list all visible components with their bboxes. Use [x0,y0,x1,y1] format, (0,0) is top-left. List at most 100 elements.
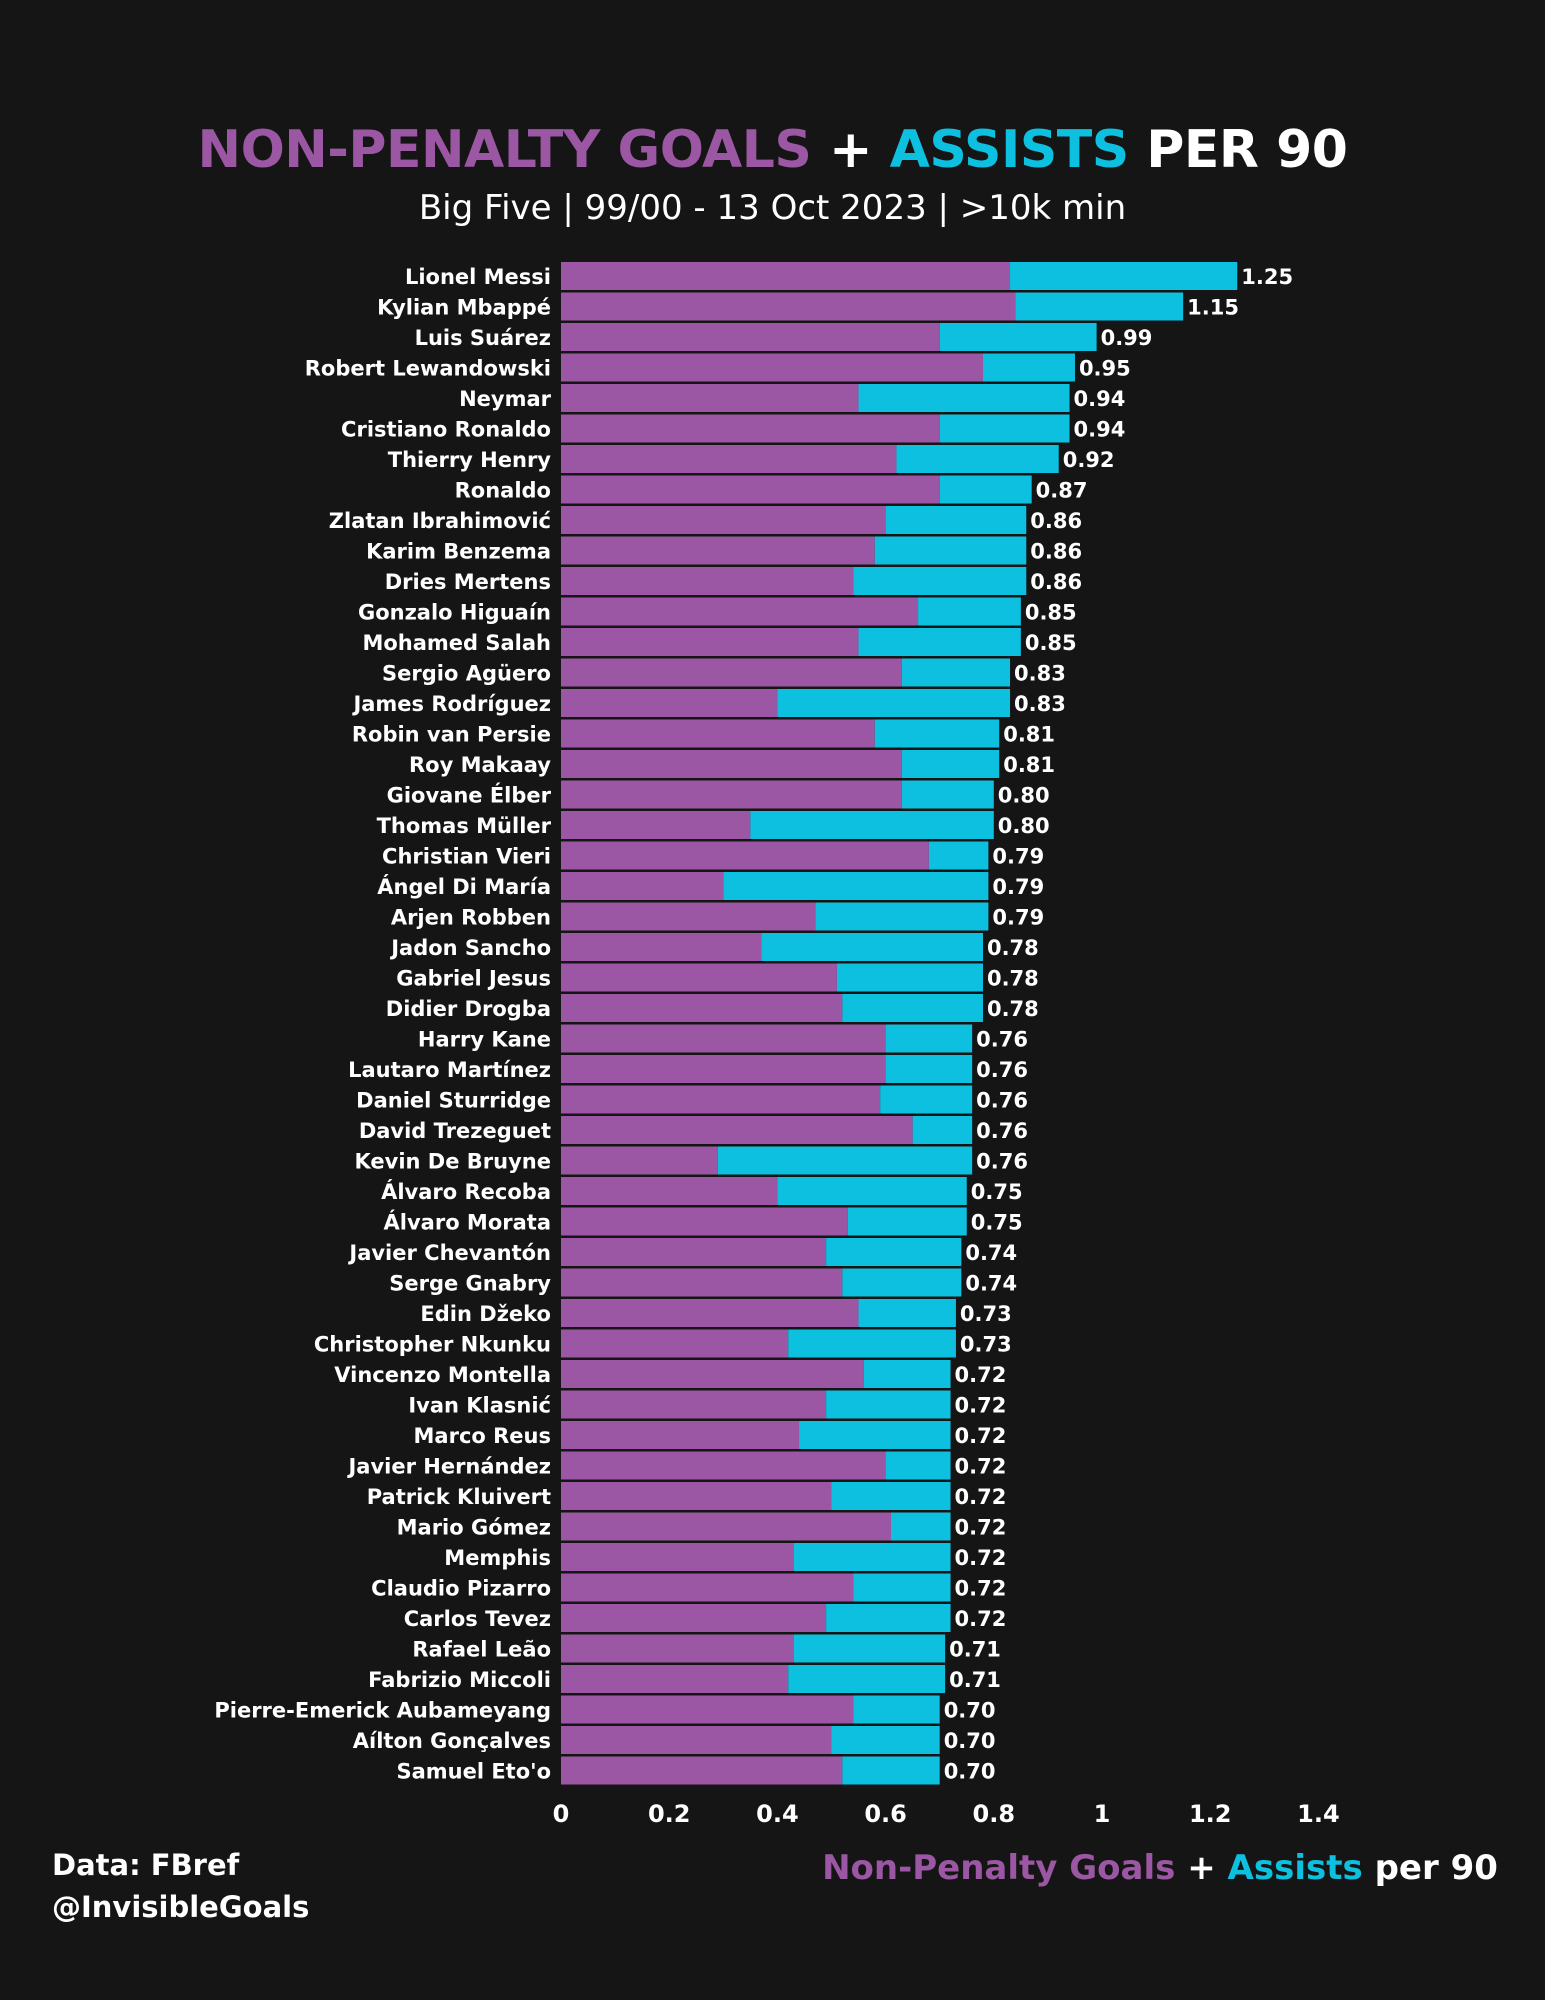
value-label: 0.76 [976,1119,1028,1143]
bar-goals [561,262,1011,290]
bar-goals [561,1756,843,1785]
category-label: Álvaro Recoba [381,1179,551,1204]
value-label: 0.74 [965,1241,1017,1265]
bar-goals [561,445,897,473]
category-label: Christopher Nkunku [314,1333,551,1357]
bar-assists [901,658,1011,687]
category-label: Vincenzo Montella [334,1363,551,1387]
category-label: Lautaro Martínez [348,1058,551,1082]
data-source-credit: Data: FBref [52,1848,240,1882]
bar-assists [918,597,1021,626]
category-label: David Trezeguet [359,1119,551,1143]
category-label: Memphis [444,1546,551,1570]
category-label: Robin van Persie [352,723,551,747]
value-label: 0.73 [960,1333,1012,1357]
value-label: 0.75 [971,1180,1023,1204]
bar-assists [939,323,1097,351]
value-label: 0.72 [955,1363,1007,1387]
bar-goals [561,1299,859,1327]
value-label: 0.95 [1079,357,1131,381]
category-label: Arjen Robben [391,906,551,930]
x-tick-label: 1.2 [1189,1800,1232,1828]
category-label: Patrick Kluivert [367,1485,551,1509]
bar-assists [885,1451,951,1480]
bar-assists [842,1268,962,1297]
value-label: 0.75 [971,1211,1023,1235]
bar-assists [826,1390,951,1419]
value-label: 0.72 [955,1607,1007,1631]
bar-assists [891,1512,951,1541]
bar-goals [561,1604,827,1632]
bar-assists [831,1482,951,1510]
bar-goals [561,1238,827,1266]
bar-goals [561,1207,848,1236]
bar-assists [842,994,983,1022]
value-label: 0.71 [949,1668,1001,1692]
category-label: Javier Chevantón [347,1241,551,1265]
value-label: 0.72 [955,1577,1007,1601]
value-label: 0.86 [1030,570,1082,594]
bar-goals [561,933,762,961]
value-label: 0.86 [1030,509,1082,533]
bar-goals [561,750,902,778]
bar-goals [561,1543,794,1571]
x-axis-caption: Non-Penalty Goals + Assists per 90 [560,1848,1545,1888]
value-label: 0.94 [1074,387,1126,411]
value-label: 0.78 [987,997,1039,1021]
bar-goals [561,658,902,687]
bar-assists [858,628,1021,656]
value-label: 0.74 [965,1272,1017,1296]
value-label: 0.71 [949,1638,1001,1662]
bar-goals [561,1146,718,1175]
value-label: 0.72 [955,1516,1007,1540]
bar-goals [561,506,886,534]
title-assists: ASSISTS [889,120,1130,180]
bar-goals [561,811,751,839]
bar-assists [939,414,1070,443]
category-label: Sergio Agüero [382,662,551,686]
category-label: Ángel Di María [377,874,551,899]
category-label: Gabriel Jesus [396,967,551,991]
category-label: Álvaro Morata [384,1210,551,1235]
value-label: 0.85 [1025,601,1077,625]
value-label: 0.73 [960,1302,1012,1326]
bar-assists [874,536,1027,565]
category-label: Jadon Sancho [389,936,551,960]
bar-goals [561,1726,832,1754]
category-label: Fabrizio Miccoli [368,1668,551,1692]
category-label: Ronaldo [455,479,551,503]
value-label: 0.83 [1014,662,1066,686]
bar-goals [561,780,902,809]
bar-assists [853,1695,940,1724]
bar-assists [826,1604,951,1632]
bar-goals [561,689,778,717]
value-label: 0.87 [1036,479,1088,503]
value-label: 0.76 [976,1089,1028,1113]
category-label: Didier Drogba [386,997,551,1021]
value-label: 0.99 [1101,326,1153,350]
bar-assists [880,1085,973,1114]
bar-assists [901,750,1000,778]
value-label: 0.72 [955,1546,1007,1570]
value-label: 0.81 [1003,723,1055,747]
value-label: 0.70 [944,1699,996,1723]
value-label: 0.78 [987,967,1039,991]
bar-goals [561,292,1016,321]
bar-goals [561,1573,854,1602]
category-label: Serge Gnabry [389,1272,551,1296]
bar-assists [858,384,1070,412]
chart-subtitle: Big Five | 99/00 - 13 Oct 2023 | >10k mi… [418,188,1127,228]
value-label: 0.80 [998,814,1050,838]
bar-goals [561,1451,886,1480]
bar-goals [561,536,875,565]
value-label: 0.80 [998,784,1050,808]
bar-goals [561,628,859,656]
bar-assists [836,963,983,992]
value-label: 0.70 [944,1729,996,1753]
category-label: Giovane Élber [387,783,552,808]
category-label: Neymar [459,387,552,411]
x-tick-label: 0 [553,1800,570,1828]
category-label: Marco Reus [414,1424,551,1448]
chart-title: NON-PENALTY GOALS + ASSISTS PER 90 [0,120,1545,180]
value-label: 0.72 [955,1424,1007,1448]
